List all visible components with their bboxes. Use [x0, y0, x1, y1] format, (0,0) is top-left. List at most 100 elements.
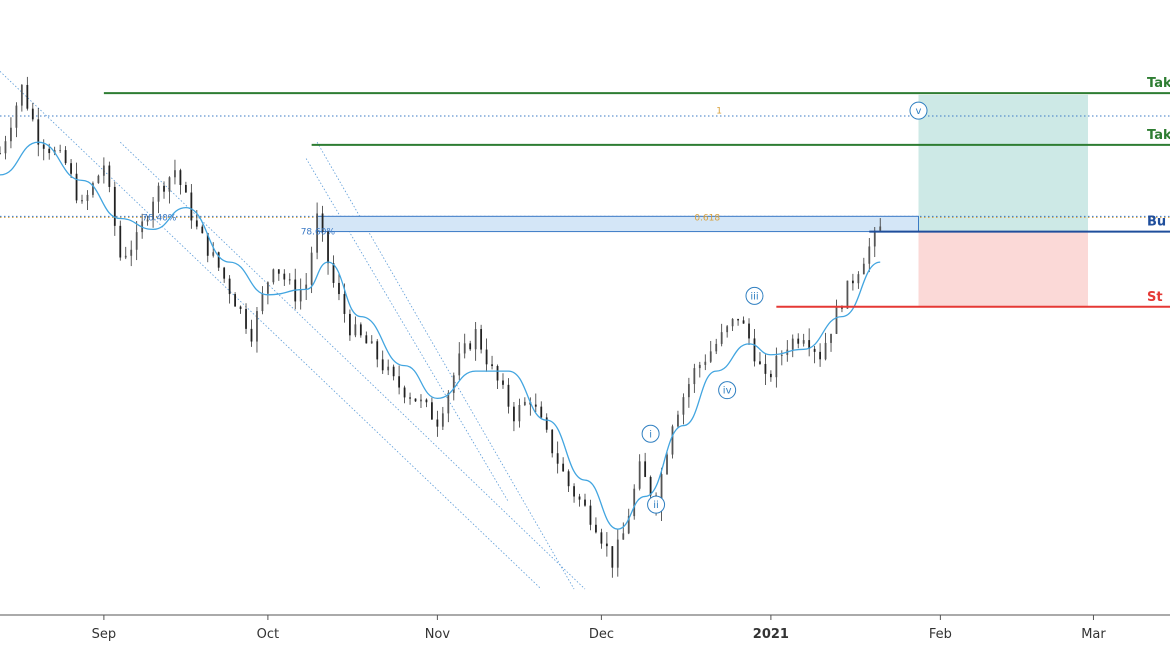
- candle-body: [321, 213, 324, 232]
- candle-body: [540, 406, 543, 418]
- candle-body: [184, 184, 187, 193]
- candle-body: [611, 546, 614, 568]
- candle-body: [256, 311, 258, 342]
- candle-body: [387, 366, 390, 371]
- level-label: Tak: [1147, 128, 1170, 143]
- candle-body: [92, 183, 94, 195]
- candle-body: [562, 463, 565, 472]
- horizontal-levels: Tak Tak Bu St: [103, 76, 1170, 308]
- candle-body: [327, 231, 329, 264]
- candle-body: [31, 108, 34, 120]
- wave-circle: [909, 101, 928, 120]
- candle-body: [359, 324, 362, 336]
- candle-body: [507, 384, 510, 407]
- candle-body: [589, 505, 592, 525]
- candle-body: [81, 200, 83, 202]
- candle-body: [436, 419, 439, 427]
- profit-zone: [918, 94, 1088, 232]
- level-label: Bu: [1147, 215, 1166, 230]
- candle-body: [70, 163, 72, 174]
- wave-text: iv: [723, 386, 732, 397]
- candle-body: [797, 338, 800, 344]
- candle-body: [37, 119, 40, 145]
- trend-line: [316, 142, 575, 590]
- candle-body: [174, 170, 176, 178]
- candle-body: [316, 213, 319, 253]
- candle-body: [841, 307, 843, 309]
- candle-body: [234, 294, 236, 307]
- candlestick-series: [0, 76, 882, 578]
- candle-body: [343, 294, 346, 314]
- candle-body: [808, 340, 811, 349]
- candle-body: [748, 323, 750, 339]
- candle-body: [868, 246, 871, 264]
- candle-body: [496, 366, 499, 381]
- candle-body: [376, 341, 379, 360]
- trend-line: [0, 71, 542, 590]
- candle-body: [157, 185, 160, 202]
- candle-body: [458, 353, 461, 376]
- candle-body: [108, 165, 111, 187]
- candle-body: [212, 252, 215, 256]
- trend-line: [305, 158, 509, 503]
- wave-label-iii: iii: [745, 286, 764, 305]
- candle-body: [228, 278, 231, 295]
- candle-body: [502, 380, 504, 385]
- candle-body: [633, 488, 636, 517]
- candle-body: [523, 401, 526, 406]
- candle-body: [715, 343, 718, 352]
- candle-body: [463, 343, 466, 354]
- candle-body: [250, 328, 253, 342]
- candle-body: [851, 280, 854, 284]
- x-axis: Sep Oct Nov Dec 2021 Feb Mar: [92, 615, 1106, 642]
- x-tick-label: Feb: [929, 627, 952, 642]
- candle-body: [830, 333, 832, 343]
- fib-label: 78.60%: [301, 228, 336, 238]
- candle-body: [578, 496, 581, 500]
- x-tick-label: Dec: [589, 627, 614, 642]
- candle-body: [272, 269, 275, 283]
- candle-body: [190, 192, 193, 221]
- candle-body: [545, 417, 548, 430]
- candle-body: [381, 359, 384, 371]
- candle-body: [534, 404, 537, 407]
- candle-body: [780, 354, 783, 356]
- candle-body: [513, 406, 515, 422]
- candle-body: [584, 499, 586, 506]
- candle-body: [97, 175, 100, 184]
- candle-body: [332, 263, 335, 283]
- candle-body: [769, 373, 772, 378]
- fib-labels: 76.40% 78.60% 0.618 1: [142, 107, 722, 238]
- wave-label-v: v: [909, 101, 928, 120]
- x-tick-label: Nov: [425, 627, 451, 642]
- candle-body: [764, 363, 767, 374]
- candle-body: [420, 399, 422, 402]
- candle-body: [0, 153, 1, 154]
- candle-body: [239, 306, 242, 309]
- candle-body: [266, 282, 269, 294]
- candle-body: [753, 338, 756, 362]
- candle-body: [64, 150, 67, 164]
- moving-average-line: [0, 141, 881, 530]
- wave-circle: [745, 286, 764, 305]
- candle-body: [223, 267, 226, 279]
- candle-body: [879, 226, 882, 231]
- candle-body: [261, 293, 264, 312]
- candle-body: [469, 343, 472, 350]
- trend-line: [120, 141, 586, 590]
- wave-circle: [641, 424, 660, 443]
- candle-body: [627, 516, 630, 534]
- candle-body: [163, 185, 165, 192]
- candle-body: [791, 338, 794, 350]
- candle-body: [102, 165, 105, 176]
- candle-body: [152, 201, 154, 220]
- wave-circle: [647, 495, 666, 514]
- candle-body: [414, 398, 417, 402]
- candle-body: [595, 524, 597, 533]
- candle-body: [452, 375, 455, 393]
- candle-body: [338, 282, 340, 295]
- candle-body: [403, 387, 406, 398]
- candle-body: [277, 269, 280, 274]
- candle-body: [365, 335, 368, 344]
